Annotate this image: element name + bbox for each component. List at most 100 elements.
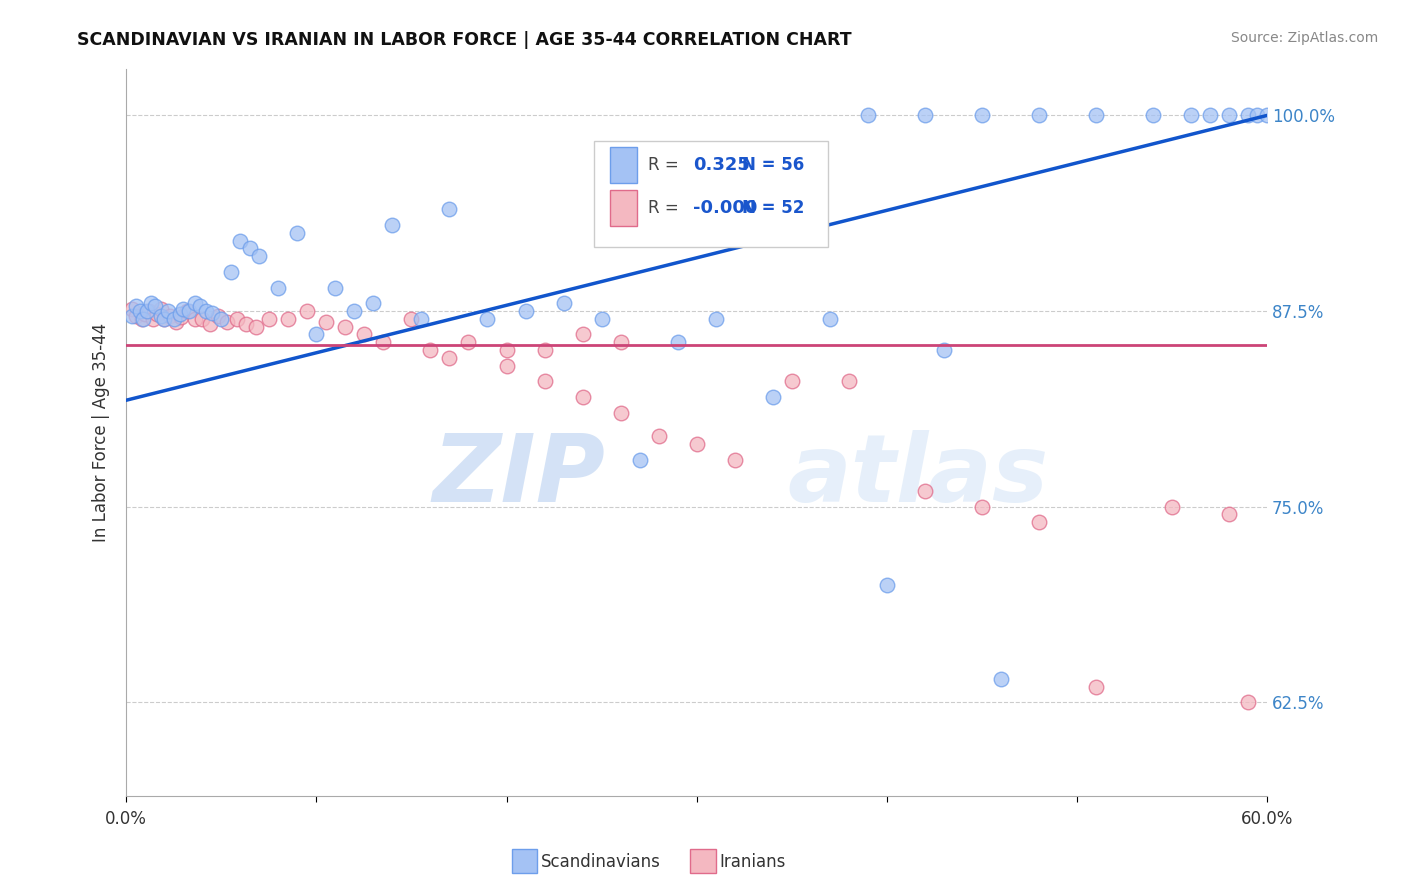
Text: ZIP: ZIP (433, 430, 606, 522)
Point (207, 309, 229, 323)
Text: R =: R = (648, 156, 683, 174)
Point (1028, 515, 1050, 529)
Point (970, 108, 993, 122)
Point (143, 299, 166, 313)
Point (515, 304, 537, 318)
Point (723, 452, 745, 467)
Point (495, 343, 517, 358)
Point (121, 302, 143, 317)
Point (139, 296, 162, 310)
Point (198, 317, 221, 331)
Point (970, 500, 993, 514)
Text: Scandinavians: Scandinavians (541, 853, 661, 871)
Y-axis label: In Labor Force | Age 35-44: In Labor Force | Age 35-44 (93, 323, 110, 541)
FancyBboxPatch shape (610, 190, 637, 227)
Point (439, 202, 461, 217)
Point (267, 280, 290, 294)
Point (149, 309, 172, 323)
Point (571, 327, 593, 342)
Point (125, 299, 148, 313)
Text: atlas: atlas (787, 430, 1049, 522)
Point (914, 483, 936, 498)
Point (1084, 680, 1107, 694)
Point (184, 311, 207, 326)
Point (553, 296, 575, 310)
Point (191, 311, 214, 326)
Point (685, 437, 707, 451)
Point (439, 351, 461, 365)
Point (305, 327, 328, 342)
Point (163, 311, 186, 326)
Point (533, 375, 555, 389)
Point (1246, 108, 1268, 122)
Text: SCANDINAVIAN VS IRANIAN IN LABOR FORCE | AGE 35-44 CORRELATION CHART: SCANDINAVIAN VS IRANIAN IN LABOR FORCE |… (77, 31, 852, 49)
Point (132, 311, 155, 326)
Text: Source: ZipAtlas.com: Source: ZipAtlas.com (1230, 31, 1378, 45)
Point (363, 296, 385, 310)
Point (371, 335, 394, 350)
Text: N = 52: N = 52 (742, 199, 804, 217)
Point (1028, 108, 1050, 122)
Point (169, 307, 191, 321)
Point (1160, 500, 1182, 514)
Point (153, 311, 176, 326)
Point (170, 310, 193, 325)
Point (138, 304, 160, 318)
Point (136, 304, 159, 318)
Point (145, 307, 167, 321)
Point (1237, 695, 1260, 709)
Point (190, 299, 212, 313)
Point (381, 218, 404, 232)
Point (201, 305, 224, 319)
Point (1199, 108, 1222, 122)
Point (1084, 108, 1107, 122)
Point (195, 304, 218, 318)
Point (235, 317, 257, 331)
Point (325, 280, 347, 294)
Point (209, 311, 232, 326)
Point (215, 315, 238, 329)
Point (239, 242, 262, 256)
Text: 0.325: 0.325 (693, 156, 749, 174)
Point (609, 335, 631, 350)
Point (176, 304, 198, 318)
Point (457, 335, 479, 350)
Point (856, 108, 879, 122)
Point (245, 319, 267, 334)
Point (838, 375, 860, 389)
Point (128, 304, 150, 318)
Point (134, 307, 156, 321)
Point (1237, 108, 1260, 122)
FancyBboxPatch shape (593, 141, 828, 247)
Point (157, 304, 180, 318)
Point (628, 452, 651, 467)
Point (121, 309, 143, 323)
Point (315, 315, 337, 329)
Text: N = 56: N = 56 (742, 156, 804, 174)
Point (571, 390, 593, 404)
Point (647, 429, 669, 443)
Point (131, 311, 153, 326)
Point (914, 108, 936, 122)
Point (142, 311, 165, 326)
Point (295, 304, 318, 318)
Point (184, 296, 207, 310)
Point (876, 578, 898, 592)
Point (762, 390, 785, 404)
Point (1218, 108, 1240, 122)
Point (159, 309, 181, 323)
Point (343, 304, 366, 318)
Point (780, 375, 803, 389)
Text: -0.000: -0.000 (693, 199, 758, 217)
Point (495, 359, 517, 373)
Point (401, 311, 423, 326)
Point (409, 311, 432, 326)
Point (932, 343, 955, 358)
Point (277, 311, 299, 326)
Point (1218, 508, 1240, 522)
FancyBboxPatch shape (610, 146, 637, 183)
Point (1256, 108, 1278, 122)
Point (165, 315, 187, 329)
Point (229, 234, 252, 248)
Point (177, 304, 200, 318)
